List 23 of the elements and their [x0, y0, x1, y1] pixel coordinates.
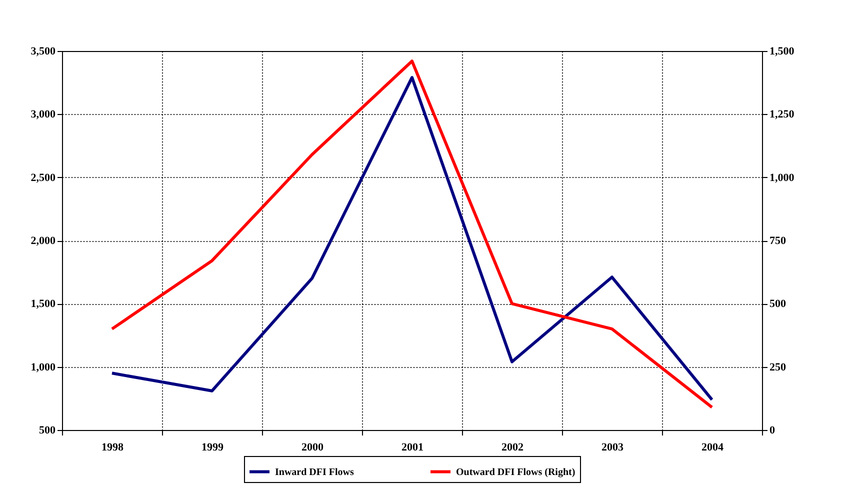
y2-tick-label: 500: [770, 298, 786, 310]
y2-tick-label: 750: [770, 235, 786, 247]
y2-tick-label: 0: [770, 424, 776, 436]
y2-tick-label: 250: [770, 361, 786, 374]
x-tick-label: 2000: [302, 442, 324, 454]
y2-tick-label: 1,250: [770, 108, 795, 121]
x-tick-label: 1999: [202, 442, 224, 454]
y2-tick-label: 1,000: [770, 172, 795, 184]
y-tick-label: 3,500: [30, 46, 56, 58]
x-tick-label: 1998: [102, 442, 124, 454]
legend-label: Inward DFI Flows: [275, 466, 354, 478]
y-tick-label: 2,500: [30, 172, 56, 184]
legend-label: Outward DFI Flows (Right): [456, 466, 576, 478]
x-tick-label: 2002: [502, 442, 524, 454]
x-tick-label: 2003: [602, 442, 624, 454]
y-tick-label: 3,000: [30, 108, 56, 121]
y2-tick-label: 1,500: [770, 46, 795, 58]
y-tick-label: 1,000: [30, 361, 56, 374]
x-tick-label: 2001: [402, 442, 424, 454]
y-tick-label: 500: [39, 424, 56, 436]
y-tick-label: 2,000: [30, 235, 56, 247]
y-tick-label: 1,500: [30, 298, 56, 310]
x-tick-label: 2004: [702, 442, 724, 454]
